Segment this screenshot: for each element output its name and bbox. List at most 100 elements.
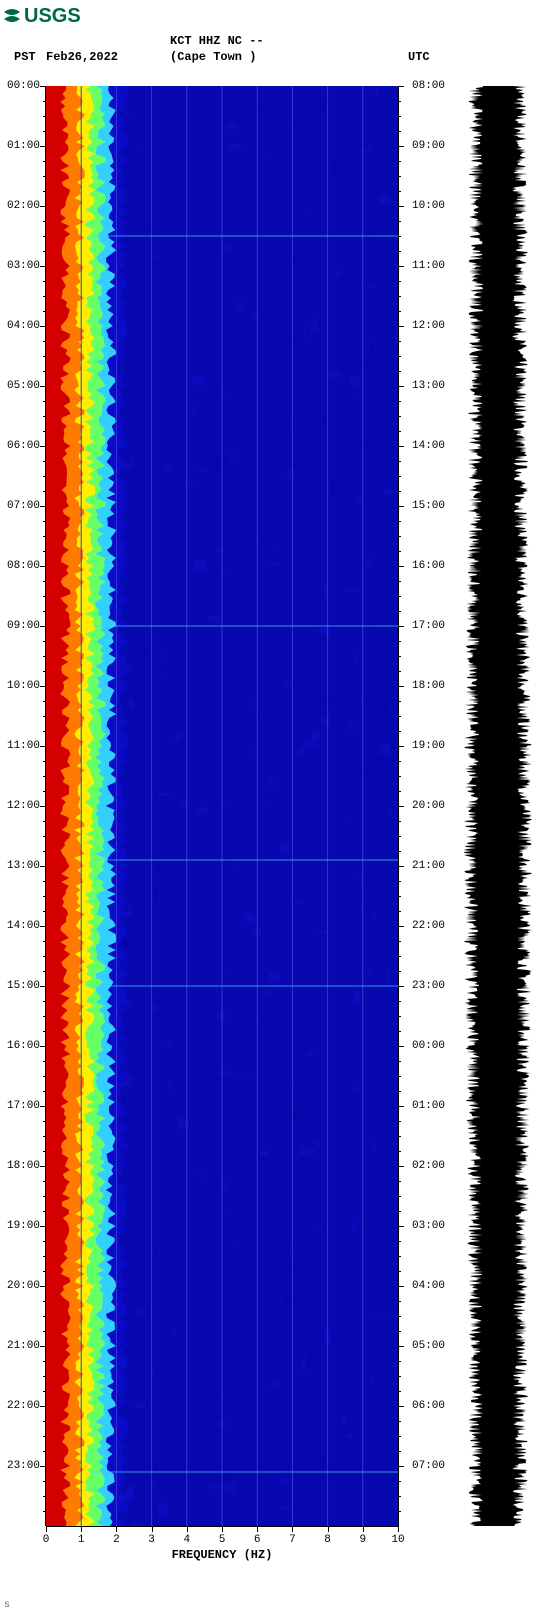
y-minor-tick-left: [43, 776, 46, 777]
x-tick-label: 4: [183, 1534, 190, 1546]
y-minor-tick-left: [43, 731, 46, 732]
y-minor-tick-left: [43, 176, 46, 177]
y-minor-tick-left: [43, 881, 46, 882]
y-minor-tick-left: [43, 131, 46, 132]
y-tick-label-right: 01:00: [412, 1100, 445, 1112]
y-tick-right: [398, 1226, 404, 1227]
page-root: USGS PST Feb26,2022 KCT HHZ NC -- (Cape …: [0, 0, 552, 1613]
y-minor-tick-left: [43, 971, 46, 972]
y-minor-tick-left: [43, 1481, 46, 1482]
y-minor-tick-right: [398, 1211, 401, 1212]
y-minor-tick-right: [398, 1151, 401, 1152]
y-minor-tick-right: [398, 1391, 401, 1392]
y-tick-label-right: 11:00: [412, 260, 445, 272]
x-tick-label: 5: [219, 1534, 226, 1546]
y-minor-tick-right: [398, 101, 401, 102]
y-minor-tick-right: [398, 401, 401, 402]
y-minor-tick-left: [43, 1451, 46, 1452]
y-tick-left: [40, 146, 46, 147]
y-minor-tick-left: [43, 236, 46, 237]
y-tick-left: [40, 1346, 46, 1347]
y-tick-left: [40, 86, 46, 87]
x-tick-label: 1: [78, 1534, 85, 1546]
y-tick-left: [40, 206, 46, 207]
y-minor-tick-left: [43, 1001, 46, 1002]
y-minor-tick-right: [398, 716, 401, 717]
header-station: KCT HHZ NC --: [170, 34, 264, 48]
x-axis-title: FREQUENCY (HZ): [172, 1548, 273, 1562]
y-minor-tick-right: [398, 1091, 401, 1092]
y-tick-label-right: 10:00: [412, 200, 445, 212]
y-tick-right: [398, 626, 404, 627]
y-tick-label-left: 18:00: [7, 1160, 40, 1172]
y-minor-tick-right: [398, 971, 401, 972]
y-tick-left: [40, 806, 46, 807]
y-tick-right: [398, 206, 404, 207]
y-minor-tick-right: [398, 221, 401, 222]
y-minor-tick-left: [43, 851, 46, 852]
y-minor-tick-right: [398, 161, 401, 162]
y-tick-label-left: 11:00: [7, 740, 40, 752]
y-minor-tick-right: [398, 761, 401, 762]
y-minor-tick-right: [398, 1421, 401, 1422]
y-minor-tick-right: [398, 416, 401, 417]
y-minor-tick-left: [43, 416, 46, 417]
y-minor-tick-left: [43, 401, 46, 402]
y-tick-label-right: 02:00: [412, 1160, 445, 1172]
y-tick-label-left: 22:00: [7, 1400, 40, 1412]
y-minor-tick-right: [398, 1181, 401, 1182]
y-tick-label-right: 21:00: [412, 860, 445, 872]
y-minor-tick-left: [43, 191, 46, 192]
y-tick-label-right: 09:00: [412, 140, 445, 152]
y-minor-tick-right: [398, 836, 401, 837]
y-minor-tick-left: [43, 671, 46, 672]
y-tick-right: [398, 866, 404, 867]
y-minor-tick-left: [43, 761, 46, 762]
usgs-logo-text: USGS: [24, 5, 81, 26]
y-tick-right: [398, 386, 404, 387]
y-tick-label-left: 12:00: [7, 800, 40, 812]
y-minor-tick-right: [398, 821, 401, 822]
y-minor-tick-right: [398, 1361, 401, 1362]
x-tick: [81, 1526, 82, 1532]
y-tick-label-left: 15:00: [7, 980, 40, 992]
x-tick: [398, 1526, 399, 1532]
y-minor-tick-left: [43, 1181, 46, 1182]
y-minor-tick-left: [43, 101, 46, 102]
y-minor-tick-left: [43, 1271, 46, 1272]
y-tick-label-left: 21:00: [7, 1340, 40, 1352]
x-tick-label: 6: [254, 1534, 261, 1546]
header-date: Feb26,2022: [46, 50, 118, 64]
y-tick-right: [398, 266, 404, 267]
y-minor-tick-left: [43, 956, 46, 957]
y-tick-label-left: 10:00: [7, 680, 40, 692]
spectrogram: [46, 86, 398, 1526]
y-minor-tick-left: [43, 1436, 46, 1437]
y-minor-tick-left: [43, 581, 46, 582]
y-minor-tick-left: [43, 1301, 46, 1302]
y-tick-label-left: 23:00: [7, 1460, 40, 1472]
x-tick: [222, 1526, 223, 1532]
x-tick-label: 3: [148, 1534, 155, 1546]
y-tick-left: [40, 1406, 46, 1407]
y-minor-tick-left: [43, 161, 46, 162]
y-minor-tick-left: [43, 296, 46, 297]
y-tick-label-left: 16:00: [7, 1040, 40, 1052]
y-minor-tick-left: [43, 341, 46, 342]
y-minor-tick-left: [43, 1151, 46, 1152]
y-tick-label-right: 13:00: [412, 380, 445, 392]
y-minor-tick-right: [398, 431, 401, 432]
x-tick: [363, 1526, 364, 1532]
y-tick-right: [398, 1346, 404, 1347]
y-minor-tick-right: [398, 671, 401, 672]
y-minor-tick-right: [398, 1001, 401, 1002]
y-minor-tick-right: [398, 581, 401, 582]
y-minor-tick-left: [43, 896, 46, 897]
y-minor-tick-right: [398, 851, 401, 852]
y-tick-label-right: 19:00: [412, 740, 445, 752]
y-minor-tick-left: [43, 821, 46, 822]
y-tick-label-right: 04:00: [412, 1280, 445, 1292]
y-minor-tick-right: [398, 1196, 401, 1197]
y-minor-tick-left: [43, 1241, 46, 1242]
y-tick-left: [40, 866, 46, 867]
